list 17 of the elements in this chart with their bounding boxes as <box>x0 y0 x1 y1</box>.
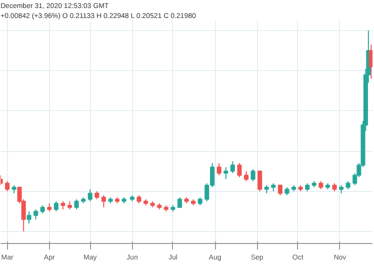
candlestick <box>230 160 235 174</box>
candlestick <box>258 170 262 192</box>
candlestick <box>224 166 228 180</box>
candlestick <box>216 162 222 176</box>
candlestick <box>177 196 182 208</box>
candlestick <box>26 210 32 224</box>
candlestick <box>34 208 38 220</box>
candlestick <box>250 168 256 182</box>
candlestick <box>54 200 58 212</box>
candlestick <box>368 44 372 80</box>
candlestick <box>74 198 79 210</box>
candlestick <box>5 180 10 192</box>
candlestick <box>244 170 248 182</box>
candlestick <box>88 188 92 202</box>
candlestick <box>101 194 106 208</box>
candlestick <box>278 184 282 196</box>
candlestick <box>237 162 242 178</box>
